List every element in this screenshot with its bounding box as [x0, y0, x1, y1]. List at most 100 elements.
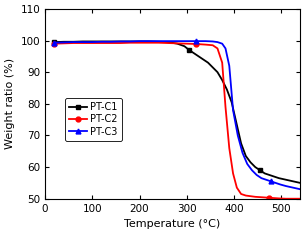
PT-C1 [211, 66, 215, 69]
PT-C2 [109, 42, 113, 44]
PT-C2 [194, 43, 198, 45]
PT-C1 [81, 40, 85, 43]
PT-C1 [253, 166, 257, 168]
PT-C1 [298, 182, 302, 184]
PT-C3 [72, 41, 75, 44]
PT-C2 [216, 47, 219, 50]
PT-C1 [284, 178, 288, 181]
PT-C1 [187, 49, 191, 51]
PT-C3 [278, 183, 282, 186]
PT-C1 [239, 142, 243, 145]
PT-C1 [277, 177, 281, 179]
PT-C1 [267, 174, 271, 176]
PT-C3 [269, 180, 273, 183]
PT-C2 [53, 42, 56, 45]
PT-C3 [224, 47, 227, 50]
PT-C1 [72, 40, 75, 43]
PT-C1 [235, 121, 238, 124]
PT-C3 [109, 40, 113, 43]
PT-C2 [267, 196, 271, 199]
PT-C3 [156, 40, 160, 43]
PT-C2 [298, 197, 302, 200]
PT-C1 [147, 40, 151, 43]
PT-C1 [175, 42, 179, 45]
PT-C1 [230, 101, 233, 104]
PT-C1 [220, 79, 224, 81]
PT-C1 [128, 40, 132, 43]
PT-C3 [231, 109, 235, 112]
PT-C3 [100, 40, 104, 43]
PT-C1 [156, 40, 160, 43]
PT-C3 [241, 151, 244, 154]
PT-C2 [284, 197, 288, 200]
PT-C3 [175, 40, 179, 43]
PT-C3 [166, 40, 170, 43]
PT-C3 [291, 186, 295, 189]
PT-C2 [147, 41, 151, 44]
PT-C2 [211, 44, 215, 47]
PT-C3 [228, 64, 231, 67]
PT-C2 [220, 61, 224, 64]
PT-C2 [235, 186, 239, 189]
Line: PT-C2: PT-C2 [52, 40, 303, 201]
PT-C2 [175, 42, 179, 45]
PT-C2 [231, 172, 235, 175]
PT-C1 [53, 41, 56, 44]
PT-C2 [263, 196, 267, 199]
PT-C3 [236, 134, 240, 137]
PT-C3 [194, 40, 198, 43]
PT-C2 [62, 42, 66, 45]
PT-C1 [291, 180, 295, 183]
PT-C2 [258, 196, 262, 198]
PT-C3 [255, 174, 259, 176]
PT-C1 [216, 71, 219, 73]
PT-C2 [185, 42, 188, 45]
PT-C3 [204, 40, 207, 43]
PT-C3 [53, 41, 56, 44]
PT-C2 [239, 193, 243, 195]
PT-C2 [100, 42, 104, 44]
PT-C3 [147, 40, 151, 43]
PT-C2 [91, 42, 94, 44]
PT-C2 [119, 42, 122, 44]
PT-C2 [128, 41, 132, 44]
Line: PT-C3: PT-C3 [52, 39, 303, 192]
X-axis label: Temperature (°C): Temperature (°C) [124, 219, 221, 229]
PT-C3 [284, 185, 288, 187]
PT-C1 [138, 40, 141, 43]
PT-C3 [91, 41, 94, 44]
PT-C1 [202, 58, 205, 61]
PT-C1 [244, 155, 248, 157]
PT-C2 [156, 41, 160, 44]
PT-C3 [298, 188, 302, 191]
PT-C3 [62, 41, 66, 44]
PT-C1 [109, 40, 113, 43]
PT-C1 [100, 40, 104, 43]
Legend: PT-C1, PT-C2, PT-C3: PT-C1, PT-C2, PT-C3 [65, 98, 122, 141]
PT-C3 [138, 40, 141, 43]
PT-C1 [197, 55, 200, 58]
PT-C2 [228, 147, 231, 150]
Y-axis label: Weight ratio (%): Weight ratio (%) [5, 58, 15, 149]
PT-C3 [246, 162, 249, 165]
PT-C3 [216, 41, 219, 44]
PT-C1 [119, 40, 122, 43]
PT-C1 [192, 52, 196, 55]
PT-C2 [224, 106, 227, 108]
PT-C2 [81, 42, 85, 44]
PT-C2 [272, 197, 276, 200]
PT-C1 [225, 88, 229, 91]
PT-C3 [119, 40, 122, 43]
PT-C1 [166, 41, 170, 44]
PT-C1 [91, 40, 94, 43]
PT-C1 [206, 61, 210, 64]
PT-C2 [72, 42, 75, 44]
PT-C2 [166, 42, 170, 44]
PT-C1 [258, 169, 262, 172]
PT-C3 [220, 42, 224, 45]
PT-C2 [204, 43, 207, 46]
PT-C2 [249, 195, 252, 197]
PT-C1 [249, 161, 252, 164]
PT-C3 [274, 182, 278, 184]
PT-C1 [183, 45, 186, 48]
